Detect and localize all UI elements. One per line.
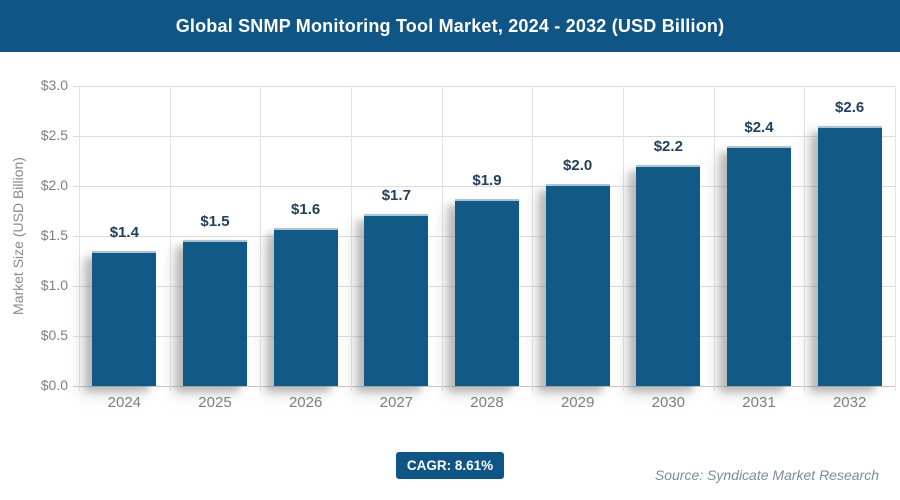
- vertical-gridline: [895, 86, 896, 391]
- vertical-gridline: [79, 86, 80, 391]
- bar-2028: [455, 199, 519, 386]
- vertical-gridline: [169, 86, 171, 391]
- x-tick-label: 2032: [832, 394, 867, 411]
- y-tick-label: $3.0: [40, 77, 68, 93]
- bar-2027: [364, 214, 429, 386]
- x-tick-label: 2024: [107, 394, 142, 411]
- title-bar: Global SNMP Monitoring Tool Market, 2024…: [0, 0, 900, 52]
- x-tick-label: 2028: [470, 394, 504, 411]
- x-tick-label: 2027: [379, 394, 414, 411]
- cagr-badge: CAGR: 8.61%: [396, 452, 504, 479]
- chart-title: Global SNMP Monitoring Tool Market, 2024…: [175, 15, 725, 36]
- bar-value-label: $1.7: [381, 187, 411, 204]
- x-tick-label: 2029: [560, 394, 595, 411]
- horizontal-gridline: [73, 136, 895, 137]
- bar-2032: [817, 126, 882, 386]
- vertical-gridline: [804, 86, 806, 391]
- horizontal-gridline: [73, 86, 895, 87]
- bar-value-label: $1.6: [291, 201, 321, 218]
- bar-value-label: $2.4: [744, 119, 774, 136]
- vertical-gridline: [623, 86, 624, 391]
- x-tick-label: 2025: [198, 394, 232, 411]
- bar-2031: [727, 146, 791, 386]
- x-tick-label: 2031: [742, 394, 776, 411]
- vertical-gridline: [351, 86, 352, 391]
- vertical-gridline: [260, 86, 262, 391]
- x-tick-label: 2030: [651, 394, 686, 411]
- bar-value-label: $1.9: [472, 172, 502, 189]
- bar-value-label: $2.2: [653, 138, 683, 155]
- bar-value-label: $1.5: [200, 213, 230, 230]
- bar-value-label: $2.6: [835, 99, 865, 116]
- vertical-gridline: [713, 86, 715, 391]
- y-tick-label: $2.5: [40, 127, 68, 143]
- y-tick-label: $1.5: [40, 227, 68, 243]
- y-tick-label: $1.0: [40, 277, 68, 293]
- bar-2025: [183, 240, 247, 386]
- horizontal-gridline: [73, 386, 895, 387]
- vertical-gridline: [441, 86, 443, 391]
- bar-2030: [636, 165, 701, 386]
- y-tick-label: $2.0: [40, 177, 68, 193]
- x-tick-label: 2026: [288, 394, 323, 411]
- bar-2029: [545, 184, 610, 386]
- horizontal-gridline: [73, 186, 895, 187]
- bar-value-label: $2.0: [563, 157, 593, 174]
- plot-area: $1.4 $1.5 $1.6 $1.7 $1.9 $2.0 $2.2 $2.4 $2.6: [73, 86, 896, 391]
- y-tick-label: $0.5: [40, 327, 68, 343]
- bar-2026: [273, 228, 338, 386]
- bar-2024: [92, 251, 157, 386]
- source-credit: Source: Syndicate Market Research: [654, 467, 879, 483]
- y-tick-label: $0.0: [40, 377, 68, 393]
- bar-value-label: $1.4: [109, 224, 139, 241]
- vertical-gridline: [532, 86, 534, 391]
